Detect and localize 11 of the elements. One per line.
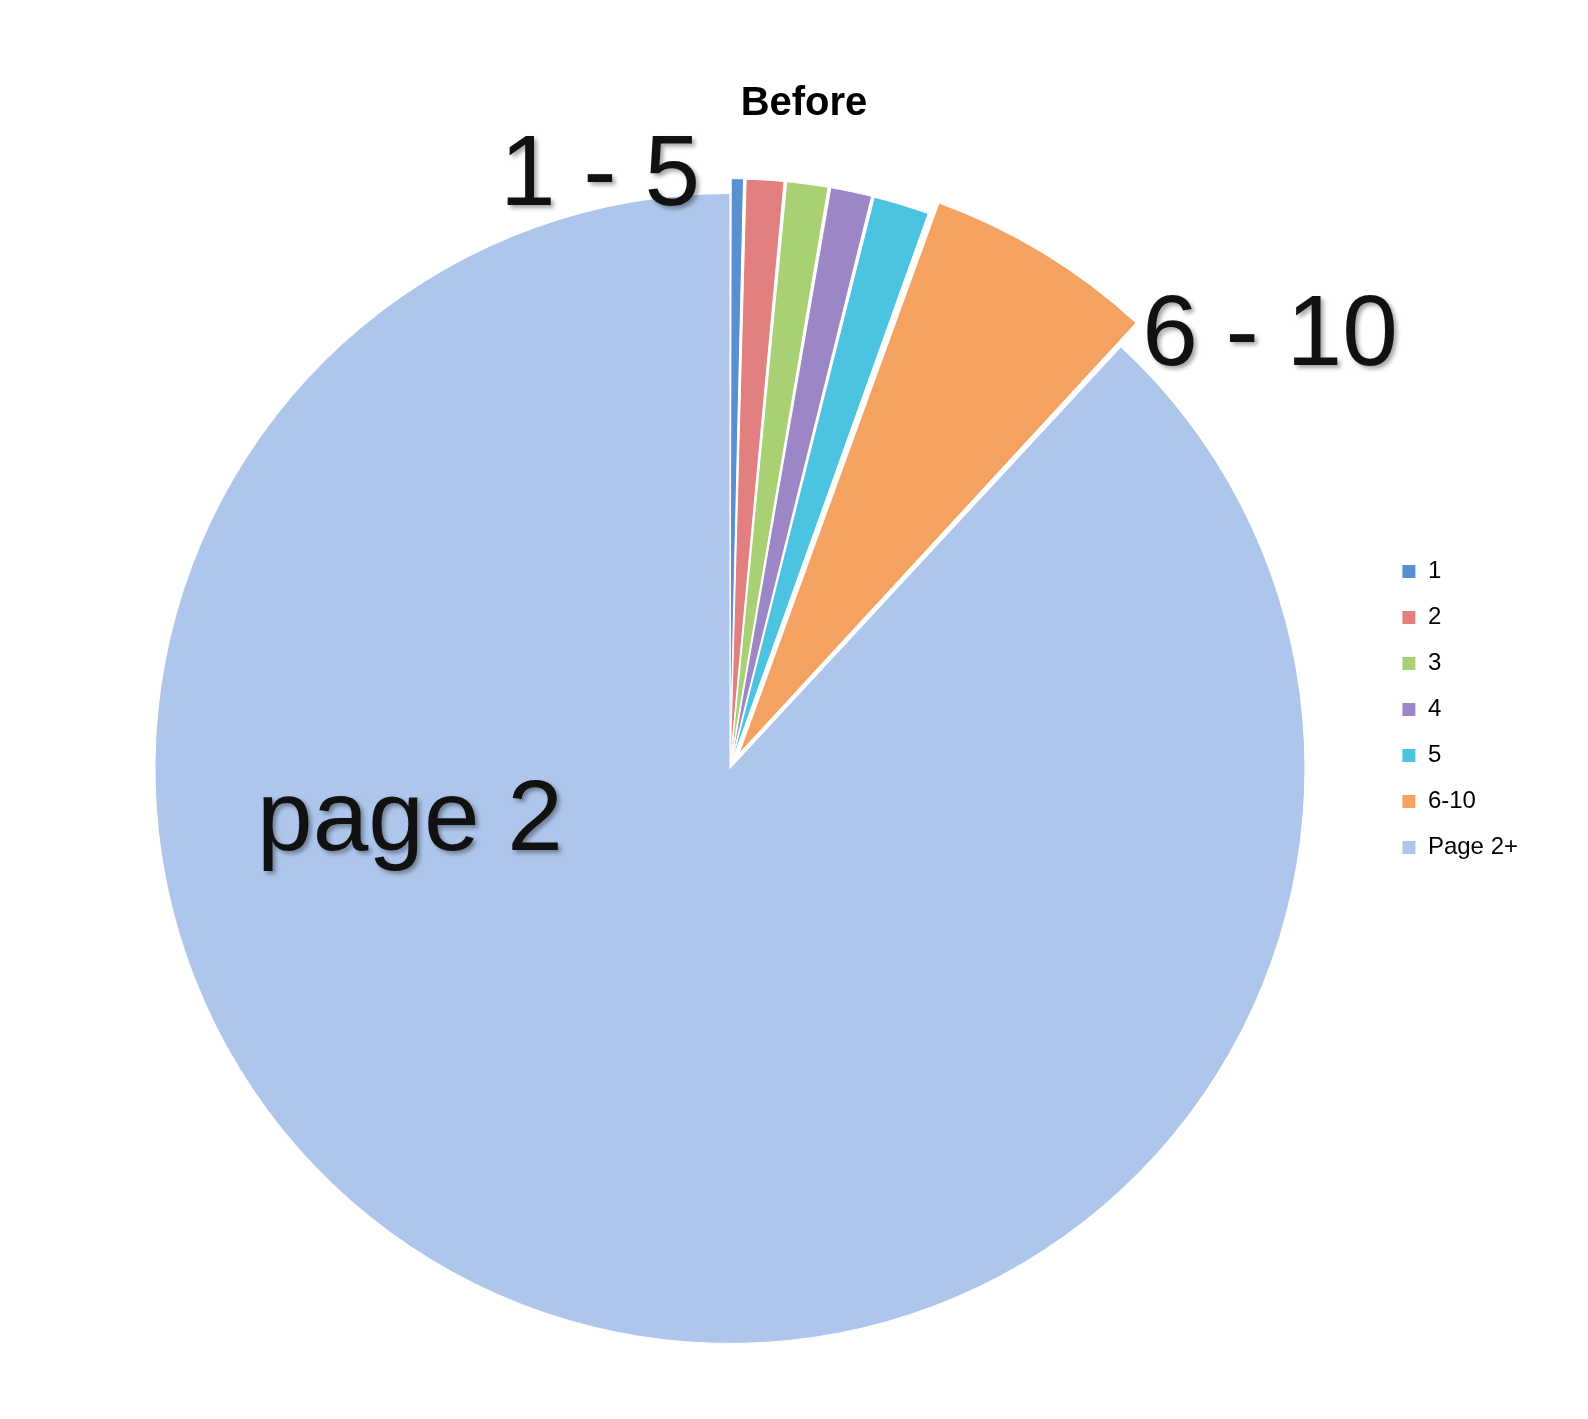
legend-label: 1 — [1427, 556, 1442, 584]
legend-label: 5 — [1427, 740, 1442, 768]
legend-label: 6-10 — [1427, 786, 1476, 814]
text: page 2 — [257, 759, 563, 871]
legend-label: 2 — [1427, 602, 1442, 630]
legend-label: Page 2+ — [1427, 832, 1519, 860]
legend-label: 4 — [1427, 694, 1442, 722]
text: 1 - 5 — [499, 114, 701, 226]
text: 6 - 10 — [1142, 274, 1398, 386]
chart-title: Before — [740, 79, 868, 124]
legend-label: 3 — [1427, 648, 1442, 676]
